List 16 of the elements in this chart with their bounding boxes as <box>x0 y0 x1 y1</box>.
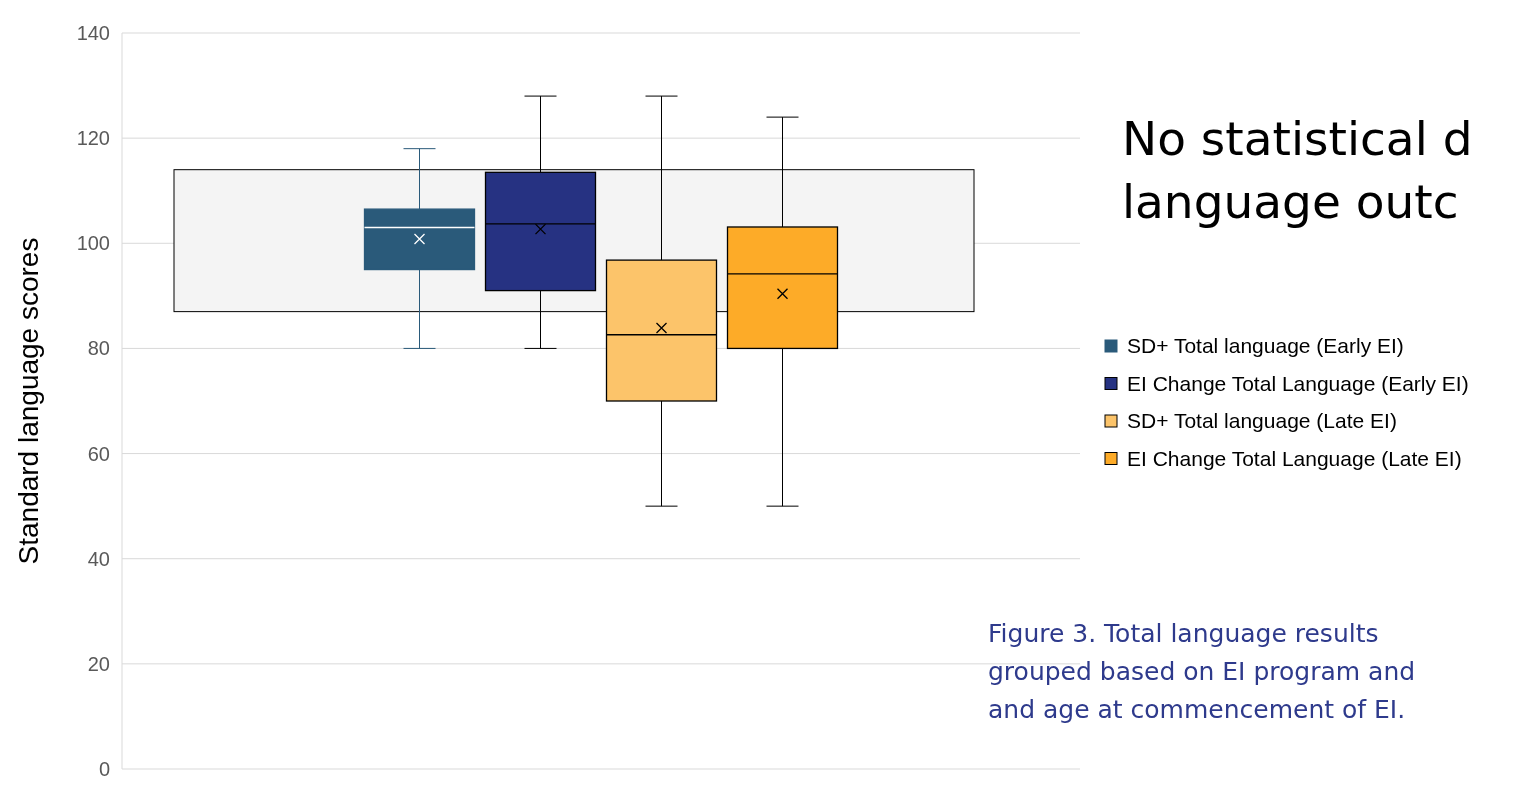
annotation: Figure 3. Total language results grouped based on EI program and and age at commencement of EI. <box>988 619 1416 724</box>
y-tick-label: 40 <box>87 547 110 570</box>
legend-label: EI Change Total Language (Early EI) <box>1127 371 1469 395</box>
legend-label: SD+ Total language (Late EI) <box>1127 409 1397 433</box>
legend-label: SD+ Total language (Early EI) <box>1127 334 1404 358</box>
y-tick-label: 60 <box>87 442 110 465</box>
text: language outc <box>1122 174 1459 229</box>
y-tick-label: 100 <box>76 232 110 255</box>
legend-label: EI Change Total Language (Late EI) <box>1127 446 1462 470</box>
y-tick-label: 120 <box>76 127 110 150</box>
y-axis-title: Standard language scores <box>13 237 44 565</box>
y-tick-label: 140 <box>76 22 110 44</box>
text: No statistical d <box>1122 111 1473 166</box>
y-tick-label: 80 <box>87 337 110 360</box>
y-tick-label: 20 <box>87 652 110 675</box>
y-tick-label: 0 <box>98 758 110 780</box>
